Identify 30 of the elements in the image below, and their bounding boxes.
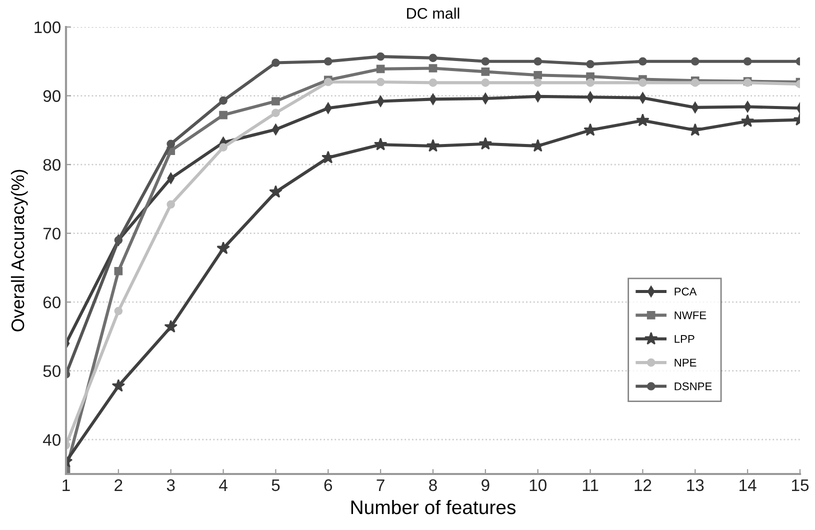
y-tick-label: 60 bbox=[43, 296, 60, 308]
y-tick-label: 40 bbox=[42, 434, 60, 446]
y-tick-label: 90 bbox=[43, 90, 60, 102]
y-tick-label: 70 bbox=[43, 228, 60, 240]
x-tick-label: 5 bbox=[272, 479, 280, 492]
legend-label: LPP bbox=[674, 335, 694, 343]
legend-label: PCA bbox=[674, 288, 697, 296]
y-axis-title: Overall Accuracy(%) bbox=[10, 170, 28, 332]
x-tick-label: 8 bbox=[429, 479, 437, 492]
x-tick-label: 15 bbox=[792, 479, 809, 492]
x-tick-label: 6 bbox=[324, 479, 332, 492]
x-tick-label: 4 bbox=[219, 479, 228, 491]
legend-label: NPE bbox=[674, 358, 696, 366]
x-tick-label: 14 bbox=[740, 479, 756, 491]
x-tick-label: 12 bbox=[634, 479, 652, 491]
x-tick-label: 9 bbox=[482, 479, 490, 492]
x-tick-label: 1 bbox=[62, 479, 70, 491]
y-tick-label: 100 bbox=[34, 21, 60, 34]
x-tick-label: 3 bbox=[166, 479, 175, 492]
y-tick-label: 50 bbox=[43, 365, 60, 378]
x-tick-label: 13 bbox=[687, 479, 704, 492]
chart-title: DC mall bbox=[407, 8, 460, 19]
legend-label: NWFE bbox=[674, 311, 706, 320]
y-tick-label: 80 bbox=[43, 158, 60, 171]
legend-label: DSNPE bbox=[674, 382, 712, 390]
x-tick-label: 2 bbox=[114, 479, 122, 491]
x-tick-label: 10 bbox=[530, 479, 546, 492]
x-tick-label: 11 bbox=[582, 479, 598, 491]
x-axis-title: Number of features bbox=[351, 500, 516, 514]
x-tick-label: 7 bbox=[376, 479, 384, 491]
